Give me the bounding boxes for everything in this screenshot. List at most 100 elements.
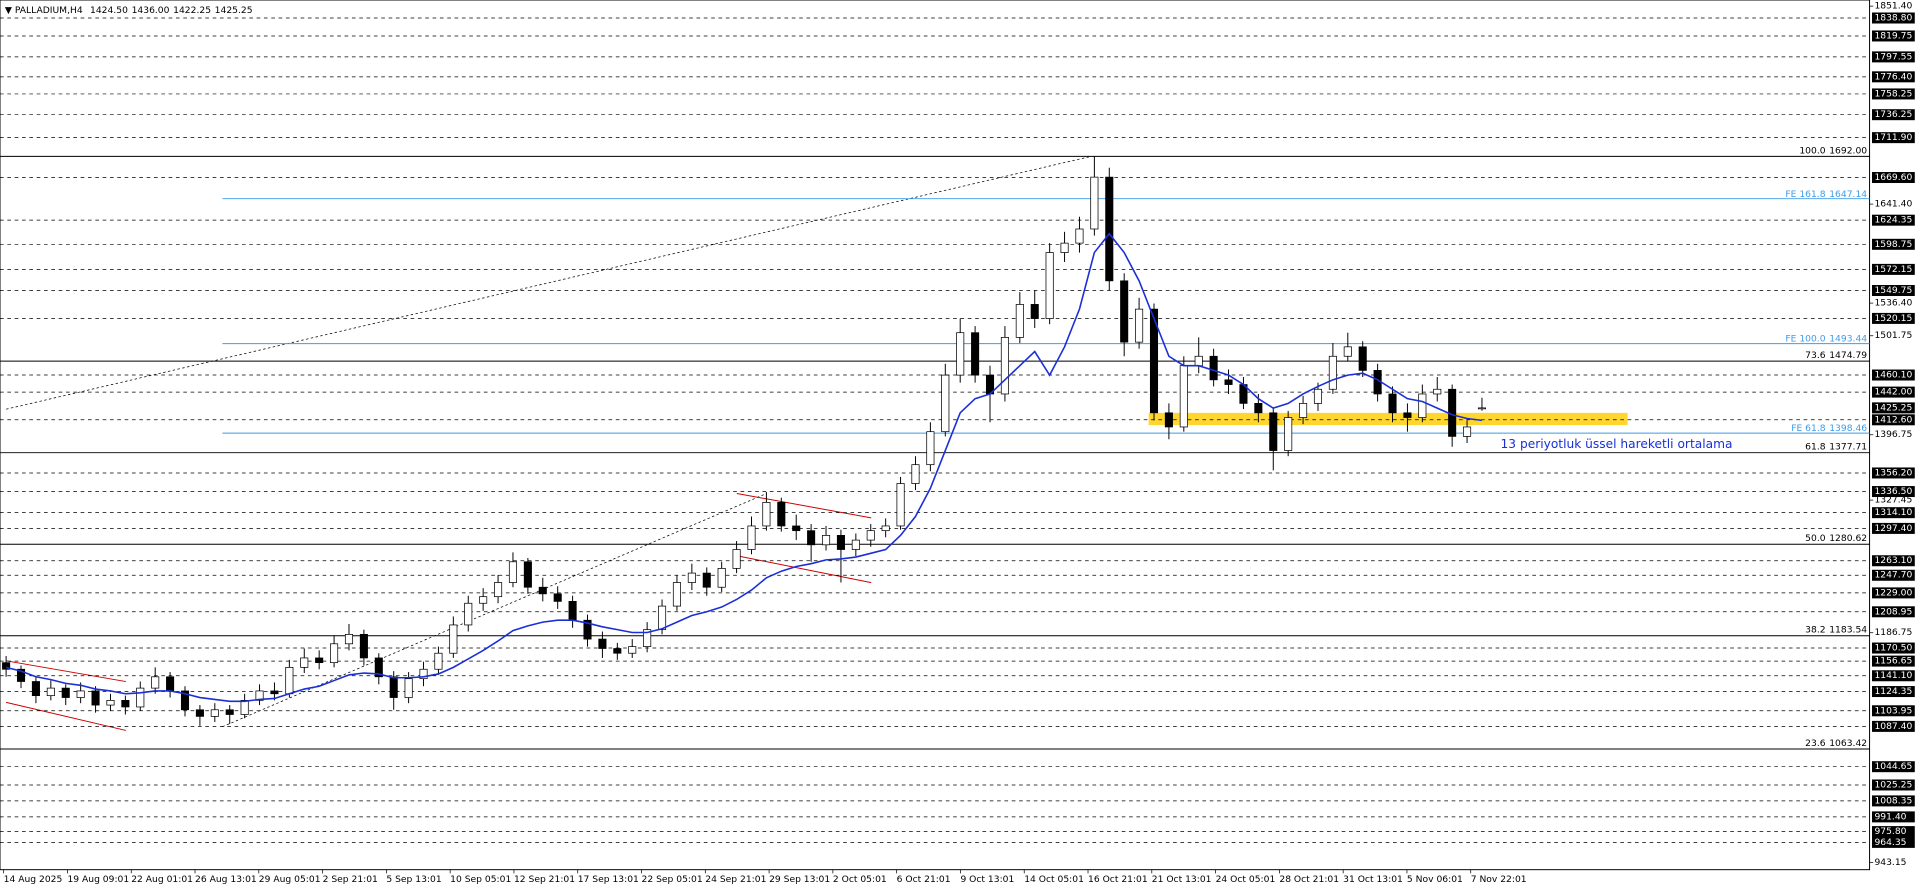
level-box — [1872, 486, 1915, 498]
level-box — [1872, 686, 1915, 698]
fe-value: 1398.46 — [1829, 423, 1867, 434]
candle-body — [1224, 379, 1233, 385]
candle-body — [255, 690, 264, 701]
candle-body — [598, 638, 607, 649]
level-box — [1872, 386, 1915, 398]
y-tick-label: 1501.75 — [1874, 330, 1912, 341]
level-label: 1460.10 — [1874, 370, 1912, 381]
plot-area — [0, 0, 1871, 871]
candle-body — [121, 699, 130, 708]
level-label: 1336.50 — [1874, 486, 1912, 497]
candle-body — [568, 601, 577, 621]
candle-body — [732, 549, 741, 569]
x-tick-label: 22 Aug 01:01 — [131, 874, 193, 885]
y-tick-label: 1327.45 — [1874, 495, 1912, 506]
y-tick-label: 1536.40 — [1874, 298, 1912, 309]
candle-body — [1179, 365, 1188, 428]
level-label: 975.80 — [1874, 826, 1906, 837]
level-label: 1838.80 — [1874, 13, 1912, 24]
x-tick-label: 5 Nov 06:01 — [1407, 874, 1463, 885]
candle-body — [821, 535, 831, 546]
level-box — [1872, 414, 1915, 426]
level-label: 1598.75 — [1874, 239, 1912, 250]
x-tick-label: 10 Sep 05:01 — [450, 874, 511, 885]
x-tick-label: 26 Aug 13:01 — [195, 874, 257, 885]
x-tick-label: 16 Oct 21:01 — [1088, 874, 1148, 885]
candle-body — [1463, 426, 1472, 437]
level-label: 1520.15 — [1874, 313, 1912, 324]
level-label: 1758.25 — [1874, 88, 1912, 99]
level-label: 1572.15 — [1874, 264, 1912, 275]
level-box — [1872, 779, 1915, 791]
level-label: 1356.20 — [1874, 467, 1912, 478]
fib-label: 61.8 1377.71 — [1805, 441, 1867, 452]
y-tick-label: 1396.75 — [1874, 429, 1912, 440]
level-box — [1872, 642, 1915, 654]
fib-value: 1377.71 — [1829, 441, 1867, 452]
level-label: 1087.40 — [1874, 721, 1912, 732]
x-tick-label: 12 Sep 21:01 — [514, 874, 575, 885]
x-tick-label: 6 Oct 21:01 — [897, 874, 951, 885]
fib-value: 1474.79 — [1829, 350, 1867, 361]
candle-body — [1149, 308, 1159, 414]
candle-body — [270, 690, 279, 695]
level-label: 1247.70 — [1874, 570, 1912, 581]
candle-body — [717, 568, 726, 588]
candle-body — [1060, 242, 1069, 253]
fe-label: FE 100.0 1493.44 — [1785, 333, 1867, 344]
candle-body — [896, 483, 905, 527]
x-tick-label: 24 Sep 21:01 — [705, 874, 766, 885]
annotation: 13 periyotluk üssel hareketli ortalama — [1501, 437, 1733, 451]
level-label: 1819.75 — [1874, 30, 1912, 41]
level-box — [1872, 670, 1915, 682]
candle-body — [1418, 393, 1427, 418]
level-box — [1872, 88, 1915, 100]
fib-value: 1280.62 — [1829, 533, 1867, 544]
level-box — [1872, 132, 1915, 144]
level-label: 1624.35 — [1874, 215, 1912, 226]
fe-label: FE 61.8 1398.46 — [1791, 423, 1867, 434]
candle-body — [1015, 304, 1024, 338]
level-label: 1736.25 — [1874, 109, 1912, 120]
level-label: 1170.50 — [1874, 643, 1912, 654]
candle-body — [2, 662, 11, 670]
x-tick-label: 22 Sep 05:01 — [642, 874, 703, 885]
candle-body — [881, 525, 890, 532]
level-box — [1872, 263, 1915, 275]
candle-body — [210, 709, 219, 717]
candle-body — [1477, 407, 1486, 410]
x-tick-label: 29 Sep 13:01 — [769, 874, 830, 885]
level-box — [1872, 507, 1915, 519]
level-label: 1442.00 — [1874, 387, 1912, 398]
candle-body — [106, 699, 115, 706]
level-box — [1872, 312, 1915, 324]
candle-body — [926, 431, 935, 466]
level-box — [1872, 826, 1915, 838]
candle-body — [1135, 308, 1144, 343]
candle-body — [1120, 280, 1129, 343]
candle-body — [464, 602, 473, 626]
candle-body — [419, 668, 428, 680]
level-label: 1008.35 — [1874, 795, 1912, 806]
level-box — [1872, 587, 1915, 599]
level-box — [1872, 811, 1915, 823]
candle-body — [494, 582, 503, 598]
candle-body — [1194, 355, 1203, 367]
fib-value: 1063.42 — [1829, 737, 1867, 748]
level-label: 1124.35 — [1874, 686, 1912, 697]
level-box — [1872, 109, 1915, 121]
candle-body — [508, 561, 518, 583]
price-box — [1872, 402, 1915, 414]
candle-body — [240, 699, 249, 715]
candle-body — [672, 582, 681, 607]
x-tick-label: 19 Aug 09:01 — [67, 874, 129, 885]
candle-body — [702, 572, 711, 588]
candle-body — [61, 687, 70, 698]
level-box — [1872, 238, 1915, 250]
candle-body — [523, 561, 532, 588]
candle-body — [613, 648, 622, 654]
fib-label: 73.6 1474.79 — [1805, 350, 1867, 361]
ohlc-open: 1424.50 — [90, 4, 128, 15]
candle-body — [583, 619, 592, 640]
